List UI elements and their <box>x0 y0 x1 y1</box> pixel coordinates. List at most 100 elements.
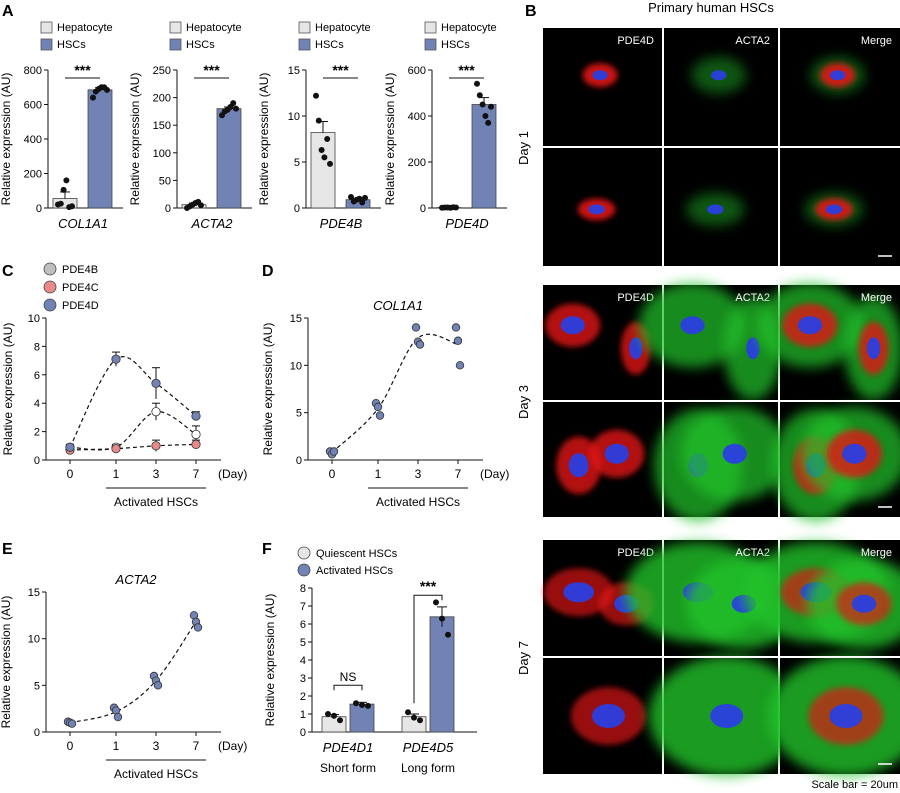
nucleus <box>710 704 744 728</box>
chart-a2-point <box>232 105 239 112</box>
chart-a3-significance: *** <box>332 62 349 78</box>
panel-b-title: Primary human HSCs <box>648 0 774 15</box>
chart-f-y-tick-label: 6 <box>300 619 306 631</box>
chart-a1-legend-hepatocyte-swatch <box>40 21 53 34</box>
channel-label-pde4d: PDE4D <box>617 292 654 304</box>
chart-a4-y-tick-label: 200 <box>408 157 426 169</box>
scale-bar-note: Scale bar = 20um <box>811 779 898 791</box>
chart-f-point <box>352 700 359 707</box>
chart-f-point <box>404 709 411 716</box>
chart-f-point <box>416 717 423 724</box>
day-label-2: Day 3 <box>516 385 531 419</box>
nucleus <box>629 337 643 360</box>
chart-a1-point <box>104 86 111 93</box>
chart-a4-point <box>487 103 494 110</box>
chart-f-sig-bracket <box>413 594 443 704</box>
chart-a1-point <box>57 200 64 207</box>
chart-a4-y-tick-label: 400 <box>408 111 426 123</box>
chart-d-point <box>373 402 383 412</box>
micrograph-tile <box>543 658 662 774</box>
chart-c-x-tick-label: 1 <box>113 467 120 481</box>
panel-letter-c: C <box>2 263 14 280</box>
chart-a2-significance: *** <box>203 62 220 78</box>
chart-f-y-tick-label: 4 <box>300 655 306 667</box>
chart-a1-point <box>60 186 67 193</box>
chart-a1-bar-hscs <box>87 89 113 209</box>
nucleus <box>707 204 724 215</box>
chart-d-group-label: Activated HSCs <box>376 495 460 509</box>
chart-d-y-tick-label: 15 <box>290 313 302 325</box>
chart-e-y-tick-label: 10 <box>28 634 40 646</box>
chart-d-title: COL1A1 <box>373 298 423 313</box>
chart-a3-point <box>359 199 366 206</box>
chart-d-point <box>329 447 339 456</box>
chart-e-point <box>193 623 203 632</box>
chart-a2-point <box>230 100 237 107</box>
nucleus <box>842 443 867 464</box>
channel-label-acta2: ACTA2 <box>735 547 770 559</box>
chart-c-point-pde4d <box>191 411 201 421</box>
chart-a1-legend-hepatocyte-text: Hepatocyte <box>57 22 113 34</box>
chart-e-y-tick-label: 15 <box>28 587 40 599</box>
chart-f-form-label: Short form <box>320 761 376 775</box>
chart-a3-point <box>312 92 319 99</box>
chart-c-point-pde4c <box>111 444 121 454</box>
chart-e-x-tick-label: 1 <box>113 739 120 753</box>
chart-a2-legend-hscs-text: HSCs <box>186 39 215 51</box>
chart-a1-y-tick-label: 400 <box>24 134 42 146</box>
chart-a2-y-tick-label: 200 <box>153 93 171 105</box>
micrograph-tile: Merge <box>743 540 900 656</box>
micrograph-tile <box>768 656 900 776</box>
micrograph-tile: ACTA2 <box>664 28 778 146</box>
chart-a3-point <box>321 154 328 161</box>
chart-f-legend-quiescent-text: Quiescent HSCs <box>316 548 398 560</box>
panel-letter-d: D <box>262 263 274 280</box>
micrograph-tile: PDE4D <box>543 285 662 400</box>
chart-d-point <box>375 411 385 420</box>
chart-a3-point <box>326 160 333 167</box>
chart-a2-bar-hscs <box>216 108 242 209</box>
chart-f-point <box>444 631 451 638</box>
chart-f-ns-label: NS <box>340 670 357 684</box>
micrograph-tile <box>780 148 900 266</box>
chart-e-point <box>67 719 77 728</box>
chart-c-point-pde4c <box>151 441 161 451</box>
chart-f-y-tick-label: 5 <box>300 637 306 649</box>
chart-f-gene-label: PDE4D1 <box>323 740 374 755</box>
chart-a2-gene-label: ACTA2 <box>191 216 234 231</box>
channel-label-acta2: ACTA2 <box>735 35 770 47</box>
nucleus <box>797 316 823 335</box>
day-label-1: Day 1 <box>516 131 531 165</box>
chart-e-x-tick-label: 3 <box>153 739 160 753</box>
chart-c-x-tick-label: 7 <box>193 467 200 481</box>
chart-a3-bar-hepatocyte <box>310 132 336 209</box>
chart-a3-gene-label: PDE4B <box>320 216 363 231</box>
chart-d-x-tick-label: 1 <box>375 467 382 481</box>
chart-c-point-pde4b <box>191 429 201 440</box>
chart-e-x-unit: (Day) <box>218 739 247 753</box>
chart-a3-y-tick-label: 15 <box>288 65 300 77</box>
micrograph-tile: Merge <box>780 28 900 146</box>
chart-a4-point <box>476 92 483 99</box>
chart-a3-y-tick-label: 10 <box>288 111 300 123</box>
chart-e-y-axis-label: Relative expression (AU) <box>0 596 13 729</box>
chart-e-x-tick-label: 7 <box>193 739 200 753</box>
chart-c-point-pde4d <box>151 378 161 388</box>
chart-a3-point <box>361 194 368 201</box>
nucleus <box>711 70 727 81</box>
channel-label-merge: Merge <box>861 547 892 559</box>
chart-d-x-unit: (Day) <box>480 467 509 481</box>
chart-c-y-tick-label: 8 <box>34 341 40 353</box>
chart-f-gene-label: PDE4D5 <box>403 740 454 755</box>
nucleus <box>746 337 760 360</box>
chart-c-point-pde4d <box>65 442 75 452</box>
chart-a4-bar-hscs <box>471 104 497 209</box>
chart-f-y-axis-label: Relative expression (AU) <box>263 594 277 727</box>
chart-c-legend-pde4c-swatch <box>43 280 57 294</box>
chart-e-group-label: Activated HSCs <box>114 767 198 781</box>
chart-f-point <box>358 702 365 709</box>
chart-f-point <box>336 717 343 724</box>
chart-c-point-pde4c <box>191 439 201 449</box>
chart-f-significance: *** <box>420 578 437 594</box>
chart-c-line-pde4d <box>69 356 197 448</box>
